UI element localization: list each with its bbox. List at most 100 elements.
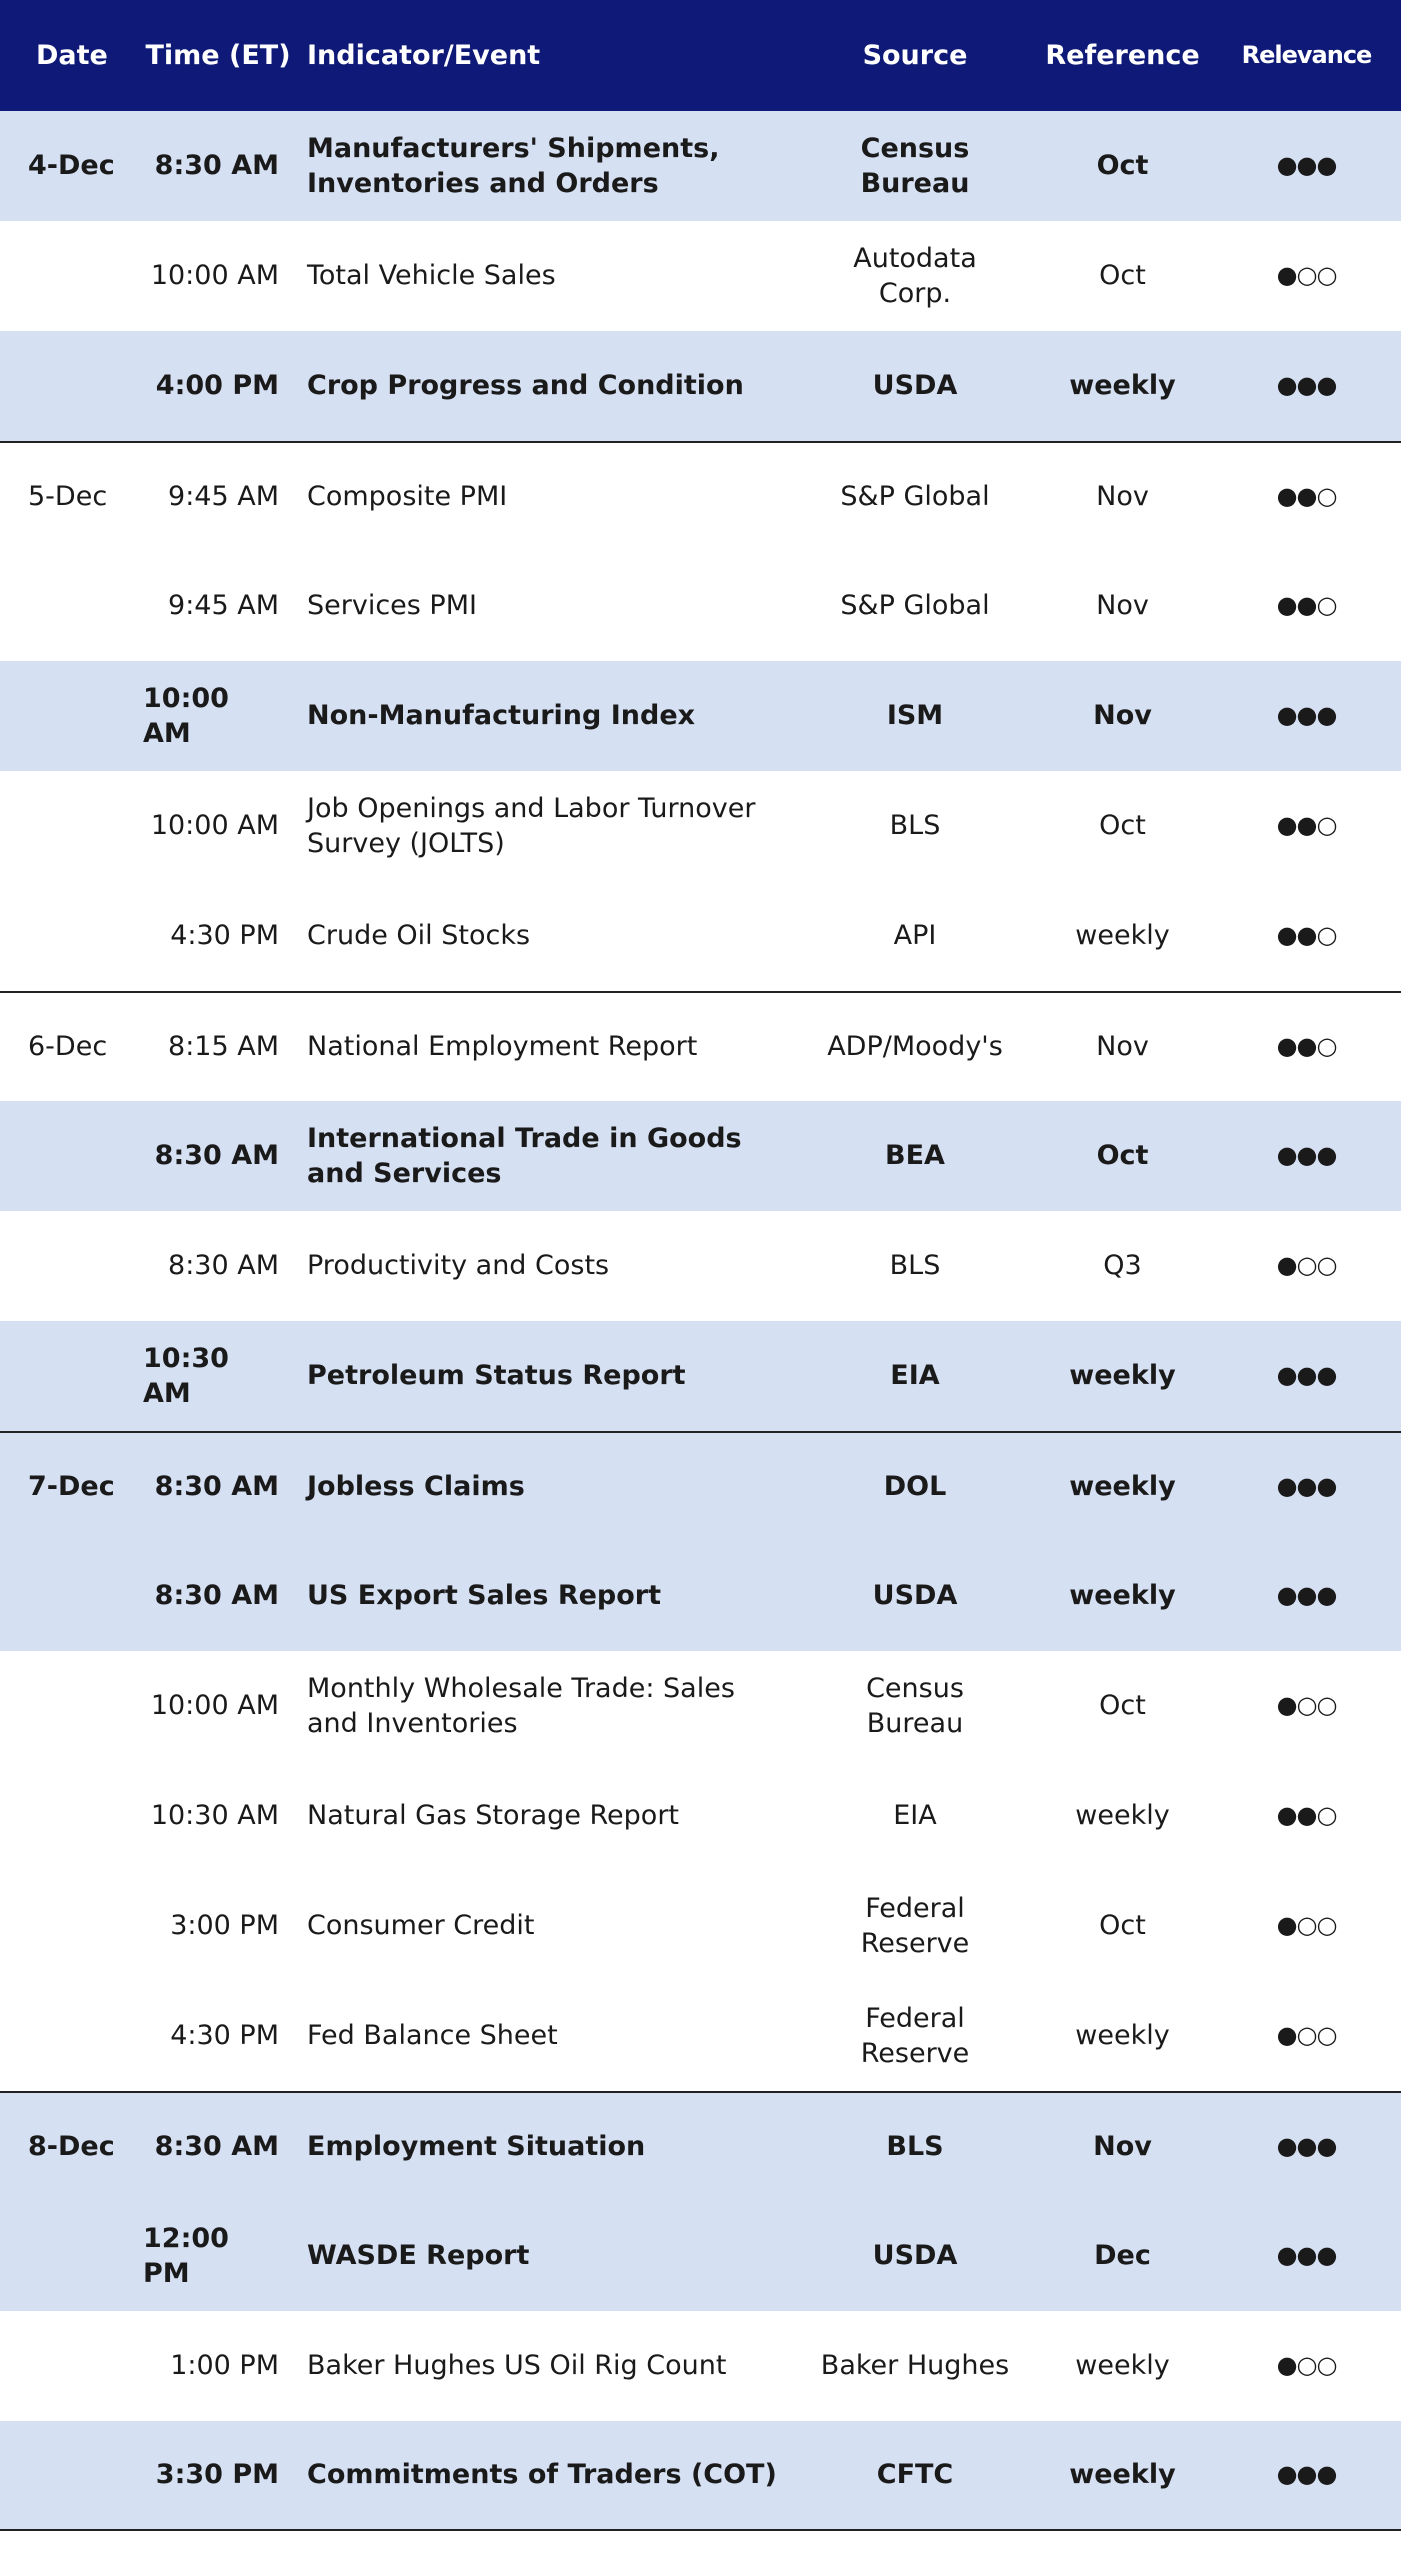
source-cell: DOL	[883, 1471, 947, 1503]
time-cell: 8:30 AM	[154, 1140, 279, 1172]
source-cell: BEA	[885, 1140, 945, 1172]
table-row: 8:30 AM Productivity and Costs BLS Q3 ●○○	[0, 1211, 1401, 1321]
time-cell: 8:30 AM	[154, 1580, 279, 1612]
event-cell: Productivity and Costs	[307, 1250, 610, 1282]
date-cell	[0, 551, 143, 661]
date-cell	[0, 1541, 143, 1651]
event-cell: Manufacturers' Shipments, Inventories an…	[307, 132, 720, 199]
relevance-cell: ●●●	[1276, 371, 1338, 400]
table-row: 8-Dec 8:30 AM Employment Situation BLS Nov ●●…	[0, 2091, 1401, 2201]
date-cell: 6-Dec	[28, 1031, 108, 1063]
header-cell: Time (ET)	[145, 39, 291, 71]
header-cell: Indicator/Event	[307, 39, 541, 71]
source-cell: API	[893, 920, 937, 952]
time-cell: 8:30 AM	[154, 150, 279, 182]
relevance-cell: ●●●	[1276, 701, 1338, 730]
time-cell: 10:00 AM	[150, 810, 279, 842]
date-cell: 4-Dec	[28, 150, 115, 182]
source-cell: Federal Reserve	[860, 2002, 970, 2069]
table-row: 10:00 AM Monthly Wholesale Trade: Sales a…	[0, 1651, 1401, 1761]
event-cell: Consumer Credit	[307, 1910, 535, 1942]
event-cell: Crude Oil Stocks	[307, 920, 531, 952]
relevance-cell: ●○○	[1276, 2021, 1338, 2050]
source-cell: ISM	[886, 700, 944, 732]
date-cell	[0, 1651, 143, 1761]
reference-cell: Oct	[1099, 1910, 1146, 1942]
reference-cell: weekly	[1075, 2020, 1170, 2052]
relevance-cell: ●●●	[1276, 2241, 1338, 2270]
reference-cell: Oct	[1099, 1690, 1146, 1722]
time-cell: 1:00 PM	[170, 2350, 279, 2382]
source-cell: Census Bureau	[866, 1672, 964, 1739]
event-cell: National Employment Report	[307, 1031, 698, 1063]
relevance-cell: ●○○	[1276, 1251, 1338, 1280]
source-cell: S&P Global	[840, 481, 990, 513]
time-cell: 9:45 AM	[168, 590, 279, 622]
reference-cell: weekly	[1075, 920, 1170, 952]
source-cell: S&P Global	[840, 590, 990, 622]
date-cell: 7-Dec	[28, 1471, 115, 1503]
date-cell	[0, 1761, 143, 1871]
table-row: 9:45 AM Services PMI S&P Global Nov ●●○	[0, 551, 1401, 661]
header-row: Date Time (ET) Indicator/Event Source Re…	[0, 0, 1401, 111]
source-cell: EIA	[893, 1800, 937, 1832]
time-cell: 8:30 AM	[154, 1471, 279, 1503]
table-row: 10:00 AM Job Openings and Labor Turnover …	[0, 771, 1401, 881]
table-row: 3:30 PM Commitments of Traders (COT) CFTC w…	[0, 2421, 1401, 2531]
source-cell: ADP/Moody's	[827, 1031, 1003, 1063]
reference-cell: Nov	[1093, 700, 1152, 732]
table-row: 5-Dec 9:45 AM Composite PMI S&P Global Nov ●●…	[0, 441, 1401, 551]
event-cell: US Export Sales Report	[307, 1580, 662, 1612]
event-cell: Baker Hughes US Oil Rig Count	[307, 2350, 727, 2382]
source-cell: Federal Reserve	[860, 1892, 970, 1959]
relevance-cell: ●●●	[1276, 1581, 1338, 1610]
source-cell: Autodata Corp.	[853, 242, 977, 309]
relevance-cell: ●●○	[1276, 1032, 1338, 1061]
relevance-cell: ●●○	[1276, 811, 1338, 840]
reference-cell: Oct	[1099, 810, 1146, 842]
time-cell: 8:15 AM	[168, 1031, 279, 1063]
reference-cell: Nov	[1093, 2131, 1152, 2163]
source-cell: BLS	[889, 810, 941, 842]
time-cell: 8:30 AM	[168, 1250, 279, 1282]
header-cell: Source	[862, 39, 968, 71]
relevance-cell: ●○○	[1276, 1911, 1338, 1940]
event-cell: Petroleum Status Report	[307, 1360, 686, 1392]
event-cell: Crop Progress and Condition	[307, 370, 744, 402]
header-cell: Date	[36, 39, 108, 71]
table-row: 10:00 AM Total Vehicle Sales Autodata Corp…	[0, 221, 1401, 331]
source-cell: USDA	[872, 1580, 958, 1612]
reference-cell: weekly	[1069, 2459, 1176, 2491]
date-cell	[0, 661, 143, 771]
relevance-cell: ●●○	[1276, 921, 1338, 950]
reference-cell: Dec	[1094, 2240, 1151, 2272]
date-cell	[0, 771, 143, 881]
relevance-cell: ●●●	[1276, 1361, 1338, 1390]
table-row: 3:00 PM Consumer Credit Federal Reserve Oct…	[0, 1871, 1401, 1981]
event-cell: WASDE Report	[307, 2240, 530, 2272]
reference-cell: Oct	[1099, 260, 1146, 292]
time-cell: 12:00 PM	[143, 2222, 229, 2289]
source-cell: Baker Hughes	[820, 2350, 1010, 2382]
date-cell	[0, 1101, 143, 1211]
date-cell	[0, 881, 143, 991]
event-cell: International Trade in Goods and Service…	[307, 1122, 742, 1189]
table-row: 8:30 AM International Trade in Goods and …	[0, 1101, 1401, 1211]
source-cell: USDA	[872, 2240, 958, 2272]
time-cell: 4:00 PM	[155, 370, 279, 402]
source-cell: USDA	[872, 370, 958, 402]
reference-cell: weekly	[1069, 1471, 1176, 1503]
time-cell: 10:30 AM	[143, 1342, 229, 1409]
time-cell: 8:30 AM	[154, 2131, 279, 2163]
date-cell: 8-Dec	[28, 2131, 115, 2163]
time-cell: 4:30 PM	[170, 920, 279, 952]
reference-cell: weekly	[1075, 2350, 1170, 2382]
time-cell: 10:00 AM	[143, 682, 229, 749]
table-row: 4:30 PM Crude Oil Stocks API weekly ●●○	[0, 881, 1401, 991]
source-cell: BLS	[889, 1250, 941, 1282]
relevance-cell: ●●●	[1276, 151, 1338, 180]
table-row: 10:30 AM Petroleum Status Report EIA weekly…	[0, 1321, 1401, 1431]
time-cell: 10:00 AM	[150, 1690, 279, 1722]
reference-cell: Nov	[1096, 590, 1149, 622]
reference-cell: Nov	[1096, 1031, 1149, 1063]
